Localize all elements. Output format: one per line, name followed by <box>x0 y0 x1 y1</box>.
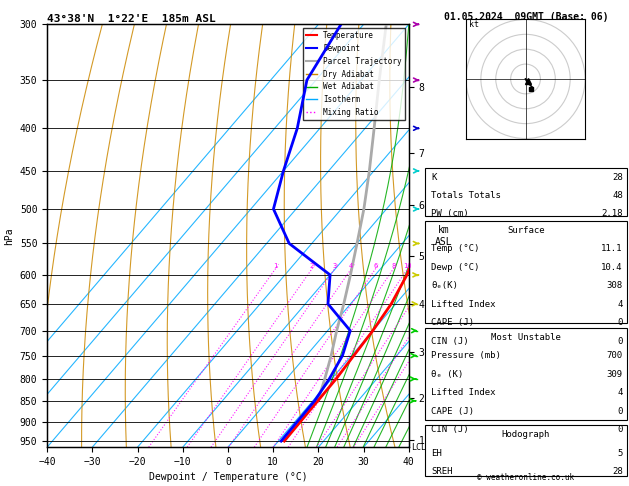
Text: 4: 4 <box>618 388 623 398</box>
Text: Totals Totals: Totals Totals <box>431 191 501 200</box>
Text: © weatheronline.co.uk: © weatheronline.co.uk <box>477 473 574 482</box>
Text: SREH: SREH <box>431 467 452 476</box>
Text: PW (cm): PW (cm) <box>431 209 469 219</box>
Text: 28: 28 <box>612 173 623 182</box>
Text: 10: 10 <box>403 263 412 269</box>
Text: LCL: LCL <box>411 443 426 451</box>
Text: θₑ (K): θₑ (K) <box>431 370 463 379</box>
Text: kt: kt <box>469 20 479 29</box>
Text: 4: 4 <box>618 300 623 309</box>
Text: K: K <box>431 173 437 182</box>
Text: CIN (J): CIN (J) <box>431 425 469 434</box>
Text: Lifted Index: Lifted Index <box>431 388 496 398</box>
Legend: Temperature, Dewpoint, Parcel Trajectory, Dry Adiabat, Wet Adiabat, Isotherm, Mi: Temperature, Dewpoint, Parcel Trajectory… <box>303 28 405 120</box>
Text: Surface: Surface <box>507 226 545 235</box>
Text: Temp (°C): Temp (°C) <box>431 244 479 254</box>
Text: 1: 1 <box>273 263 277 269</box>
X-axis label: Dewpoint / Temperature (°C): Dewpoint / Temperature (°C) <box>148 472 308 483</box>
Text: 0: 0 <box>618 425 623 434</box>
Text: 48: 48 <box>612 191 623 200</box>
Text: 8: 8 <box>391 263 396 269</box>
Text: Lifted Index: Lifted Index <box>431 300 496 309</box>
Text: 5: 5 <box>618 449 623 458</box>
Text: 2.18: 2.18 <box>601 209 623 219</box>
Text: 0: 0 <box>618 318 623 328</box>
Text: 28: 28 <box>612 467 623 476</box>
Text: 11.1: 11.1 <box>601 244 623 254</box>
Text: 6: 6 <box>374 263 377 269</box>
Text: 10.4: 10.4 <box>601 263 623 272</box>
Text: Hodograph: Hodograph <box>502 430 550 439</box>
Text: Most Unstable: Most Unstable <box>491 333 561 342</box>
Text: 0: 0 <box>618 407 623 416</box>
Text: EH: EH <box>431 449 442 458</box>
Text: 0: 0 <box>618 337 623 346</box>
Text: CIN (J): CIN (J) <box>431 337 469 346</box>
Text: 308: 308 <box>607 281 623 291</box>
Text: Pressure (mb): Pressure (mb) <box>431 351 501 361</box>
Y-axis label: km
ASL: km ASL <box>435 225 453 246</box>
Text: 01.05.2024  09GMT (Base: 06): 01.05.2024 09GMT (Base: 06) <box>443 12 608 22</box>
Text: 4: 4 <box>349 263 353 269</box>
Text: Dewp (°C): Dewp (°C) <box>431 263 479 272</box>
Text: 2: 2 <box>310 263 314 269</box>
Text: θₑ(K): θₑ(K) <box>431 281 458 291</box>
Text: 3: 3 <box>333 263 337 269</box>
Text: CAPE (J): CAPE (J) <box>431 318 474 328</box>
Text: CAPE (J): CAPE (J) <box>431 407 474 416</box>
Text: 43°38'N  1°22'E  185m ASL: 43°38'N 1°22'E 185m ASL <box>47 14 216 23</box>
Text: 700: 700 <box>607 351 623 361</box>
Y-axis label: hPa: hPa <box>4 227 14 244</box>
Text: 309: 309 <box>607 370 623 379</box>
